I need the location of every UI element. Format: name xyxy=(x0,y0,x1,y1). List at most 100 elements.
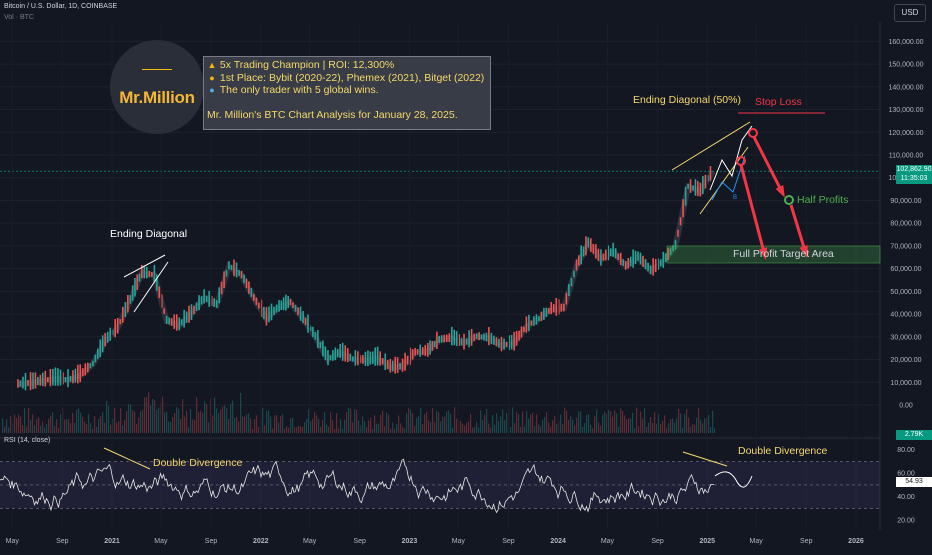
volume-bar xyxy=(428,420,430,433)
volume-bar xyxy=(156,409,158,433)
volume-bar xyxy=(616,413,618,433)
volume-bar xyxy=(340,419,342,433)
currency-button[interactable]: USD xyxy=(894,4,926,22)
logo-divider xyxy=(142,69,172,70)
volume-bar xyxy=(586,414,588,433)
volume-bar xyxy=(456,418,458,433)
volume-bar xyxy=(352,422,354,433)
volume-bar xyxy=(192,419,194,433)
volume-bar xyxy=(100,416,102,433)
volume-bar xyxy=(446,411,448,433)
volume-bar xyxy=(612,416,614,433)
volume-bar xyxy=(630,418,632,433)
volume-bar xyxy=(130,404,132,433)
volume-bar xyxy=(534,426,536,433)
volume-bar xyxy=(86,424,88,433)
volume-bar xyxy=(312,418,314,433)
volume-bar xyxy=(330,412,332,433)
volume-bar xyxy=(20,416,22,433)
rsi-tick-label: 20.00 xyxy=(897,518,915,525)
volume-bar xyxy=(694,424,696,433)
volume-bar xyxy=(628,418,630,433)
volume-bar xyxy=(248,413,250,433)
volume-bar xyxy=(664,415,666,433)
volume-bar xyxy=(648,422,650,433)
volume-bar xyxy=(44,427,46,433)
volume-bar xyxy=(178,408,180,433)
volume-bar xyxy=(372,428,374,433)
divergence-line-left xyxy=(103,447,151,470)
volume-bar xyxy=(64,419,66,433)
volume-bar xyxy=(296,427,298,433)
volume-bar xyxy=(398,415,400,433)
volume-bar xyxy=(22,425,24,433)
volume-bar xyxy=(190,409,192,433)
volume-bar xyxy=(350,408,352,433)
volume-bar xyxy=(562,424,564,433)
volume-bar xyxy=(432,408,434,433)
volume-bar xyxy=(288,427,290,433)
volume-bar xyxy=(358,420,360,433)
volume-bar xyxy=(510,426,512,433)
volume-bar xyxy=(650,417,652,433)
volume-bar xyxy=(404,428,406,433)
price-tick-label: 20,000.00 xyxy=(890,357,921,364)
volume-bar xyxy=(34,425,36,433)
volume-bar xyxy=(284,428,286,433)
volume-bar xyxy=(486,408,488,433)
time-tick-label: May xyxy=(601,538,615,545)
volume-bar xyxy=(484,415,486,433)
price-tick-label: 160,000.00 xyxy=(888,39,923,46)
volume-bar xyxy=(72,412,74,433)
volume-bar xyxy=(604,412,606,433)
volume-bar xyxy=(418,416,420,433)
volume-bar xyxy=(386,412,388,433)
volume-bar xyxy=(578,411,580,433)
volume-bar xyxy=(276,415,278,433)
volume-bar xyxy=(420,407,422,433)
volume-bar xyxy=(268,410,270,433)
volume-bar xyxy=(692,424,694,433)
arrow-to-target-left xyxy=(739,164,767,257)
time-tick-label: 2023 xyxy=(402,538,418,545)
volume-bar xyxy=(598,422,600,433)
ending-diagonal-upper-line xyxy=(123,254,166,278)
medal-icon: ● xyxy=(209,72,215,83)
rsi-tick-label: 60.00 xyxy=(897,471,915,478)
volume-bar xyxy=(136,424,138,433)
volume-bar xyxy=(624,415,626,433)
volume-bar xyxy=(696,417,698,433)
annotation-double-divergence-right: Double Divergence xyxy=(738,445,828,457)
volume-bar xyxy=(400,423,402,433)
volume-bar xyxy=(322,419,324,433)
volume-bar xyxy=(448,410,450,433)
volume-bar xyxy=(120,408,122,433)
volume-bar xyxy=(186,410,188,433)
volume-bar xyxy=(548,422,550,433)
volume-bar xyxy=(536,414,538,433)
volume-bar xyxy=(26,426,28,433)
time-tick-label: May xyxy=(303,538,317,545)
avatar: Mr.Million xyxy=(110,40,204,134)
volume-bar xyxy=(682,427,684,433)
volume-bar xyxy=(712,410,714,433)
info-line-2: ● 1st Place: Bybit (2020-22), Phemex (20… xyxy=(207,72,490,85)
arrow-to-half-profits-head xyxy=(775,185,785,198)
volume-bar xyxy=(552,420,554,433)
volume-bar xyxy=(564,407,566,433)
volume-bar xyxy=(30,419,32,433)
price-tick-label: 90,000.00 xyxy=(890,198,921,205)
entry-marker xyxy=(736,156,746,166)
volume-bar xyxy=(246,414,248,433)
time-tick-label: May xyxy=(6,538,20,545)
volume-bar xyxy=(98,418,100,433)
volume-bar xyxy=(474,426,476,433)
volume-bar xyxy=(206,403,208,433)
price-tick-label: 70,000.00 xyxy=(890,243,921,250)
target-area-box xyxy=(666,245,881,264)
volume-bar xyxy=(424,414,426,433)
volume-bar xyxy=(678,408,680,433)
volume-bar xyxy=(68,419,70,433)
time-tick-label: Sep xyxy=(56,538,69,545)
volume-bar xyxy=(166,411,168,433)
